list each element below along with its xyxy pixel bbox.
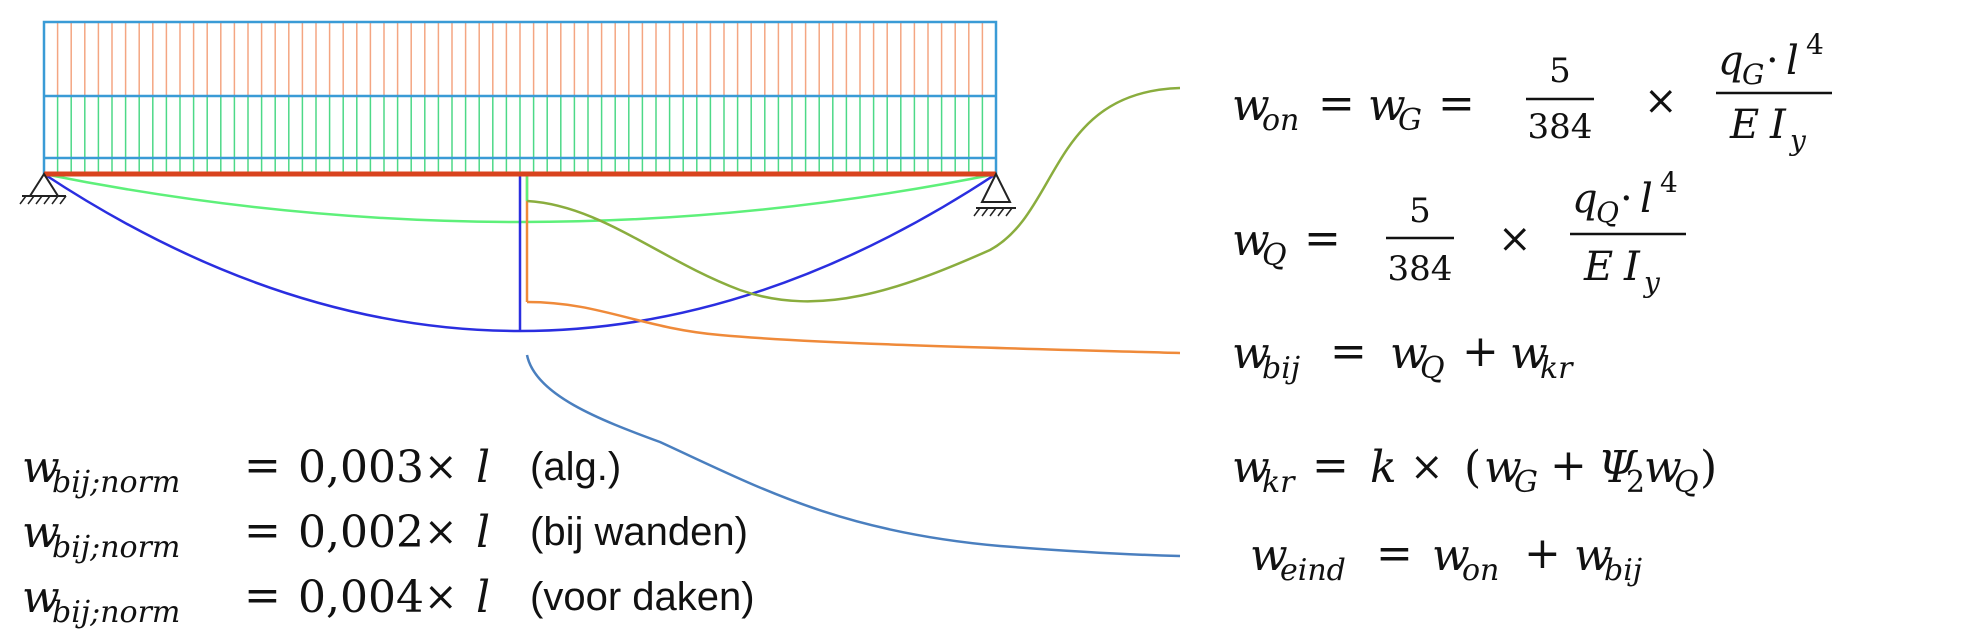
w-eind-lhs: w bbox=[1250, 530, 1288, 581]
norm-0-note: (alg.) bbox=[530, 445, 621, 489]
w-on-load-l: l bbox=[1786, 38, 1799, 84]
w-kr-k: k bbox=[1370, 442, 1397, 493]
norm-1-note: (bij wanden) bbox=[530, 510, 748, 554]
w-kr-lhs: w bbox=[1232, 442, 1270, 493]
norm-1-l: l bbox=[476, 507, 490, 558]
w-on-times: × bbox=[1644, 78, 1678, 124]
w-on-frac-num: 5 bbox=[1549, 51, 1571, 91]
left-support-icon bbox=[19, 172, 67, 205]
w-q-load-l: l bbox=[1640, 176, 1653, 222]
norm-2-sub: bij;norm bbox=[52, 595, 180, 630]
w-on-lhs-sub: on bbox=[1262, 103, 1299, 138]
w-kr-times: × bbox=[1410, 444, 1444, 490]
w-kr-lhs-sub: kr bbox=[1262, 465, 1296, 500]
norm-row-bij-wanden: w bij;norm = 0,002 × l (bij wanden) bbox=[22, 505, 748, 565]
w-on-eq2: = bbox=[1438, 78, 1475, 129]
norm-0-w: w bbox=[22, 442, 60, 493]
norm-2-times: × bbox=[424, 574, 458, 620]
right-support-icon bbox=[973, 171, 1016, 217]
w-q-stiff-I: I bbox=[1623, 244, 1641, 290]
w-bij-lhs-sub: bij bbox=[1262, 351, 1300, 386]
w-on-load-sub: G bbox=[1742, 58, 1764, 91]
formula-w-q: w Q = 5 384 × q Q · l 4 E I y bbox=[1232, 166, 1686, 299]
w-eind-lhs-sub: eind bbox=[1280, 553, 1346, 588]
norm-2-note: (voor daken) bbox=[530, 575, 755, 619]
formula-w-on: w on = w G = 5 384 × q G · l 4 E I y bbox=[1232, 28, 1832, 157]
w-bij-t2-sub: kr bbox=[1540, 351, 1574, 386]
w-on-load-q: q bbox=[1718, 38, 1744, 84]
w-on-load-exp: 4 bbox=[1806, 28, 1824, 61]
w-bij-t2: w bbox=[1510, 328, 1548, 379]
variable-load-hatching bbox=[56, 22, 984, 96]
norm-row-voor-daken: w bij;norm = 0,004 × l (voor daken) bbox=[22, 570, 755, 630]
w-on-stiff-E: E bbox=[1729, 102, 1759, 148]
w-q-load-dot: · bbox=[1620, 176, 1633, 222]
w-q-times: × bbox=[1498, 216, 1532, 262]
norm-1-value: 0,002 bbox=[298, 507, 424, 558]
w-eind-t1-sub: on bbox=[1462, 553, 1499, 588]
norm-1-w: w bbox=[22, 507, 60, 558]
norm-0-eq: = bbox=[244, 440, 281, 491]
w-bij-t1-sub: Q bbox=[1420, 351, 1445, 386]
w-q-load-exp: 4 bbox=[1660, 166, 1678, 199]
w-bij-lhs: w bbox=[1232, 328, 1270, 379]
w-eind-eq: = bbox=[1376, 528, 1413, 579]
w-q-lhs: w bbox=[1232, 215, 1270, 266]
w-q-lhs-sub: Q bbox=[1262, 238, 1287, 273]
formula-w-eind: w eind = w on + w bij bbox=[1250, 528, 1642, 588]
norm-1-sub: bij;norm bbox=[52, 530, 180, 565]
norm-2-eq: = bbox=[244, 570, 281, 621]
w-on-eq1: = bbox=[1318, 78, 1355, 129]
norm-1-times: × bbox=[424, 509, 458, 555]
w-on-frac-den: 384 bbox=[1528, 107, 1593, 147]
w-kr-plus: + bbox=[1550, 440, 1587, 491]
w-on-mid: w bbox=[1368, 80, 1406, 131]
callout-w-on-curve bbox=[526, 86, 1181, 303]
w-bij-t1: w bbox=[1390, 328, 1428, 379]
norm-2-w: w bbox=[22, 572, 60, 623]
w-q-stiff-E: E bbox=[1583, 244, 1613, 290]
norm-0-sub: bij;norm bbox=[52, 465, 180, 500]
norm-2-l: l bbox=[476, 572, 490, 623]
w-kr-t2: w bbox=[1644, 442, 1682, 493]
w-q-frac-den: 384 bbox=[1388, 249, 1453, 289]
w-on-stiff-sub: y bbox=[1788, 124, 1807, 157]
norm-row-alg: w bij;norm = 0,003 × l (alg.) bbox=[22, 440, 621, 500]
w-kr-eq: = bbox=[1312, 440, 1349, 491]
w-kr-t2-sub: Q bbox=[1674, 465, 1699, 500]
norm-1-eq: = bbox=[244, 505, 281, 556]
w-q-load-q: q bbox=[1572, 176, 1598, 222]
norm-0-value: 0,003 bbox=[298, 442, 424, 493]
w-kr-t1-sub: G bbox=[1514, 465, 1538, 500]
callout-w-bij-curve bbox=[526, 300, 1181, 355]
norm-0-times: × bbox=[424, 444, 458, 490]
w-bij-eq: = bbox=[1330, 326, 1367, 377]
norm-0-l: l bbox=[476, 442, 490, 493]
w-bij-plus: + bbox=[1462, 326, 1499, 377]
w-q-load-sub: Q bbox=[1596, 196, 1619, 229]
formula-w-kr: w kr = k × ( w G + Ψ 2 w Q ) bbox=[1232, 440, 1717, 500]
permanent-load-hatching bbox=[56, 96, 984, 174]
w-q-frac-num: 5 bbox=[1409, 191, 1431, 231]
w-eind-t2: w bbox=[1574, 530, 1612, 581]
w-kr-t1: w bbox=[1484, 442, 1522, 493]
w-on-load-dot: · bbox=[1766, 38, 1779, 84]
w-kr-psi: Ψ bbox=[1598, 442, 1638, 493]
w-q-eq: = bbox=[1304, 213, 1341, 264]
w-eind-plus: + bbox=[1524, 528, 1561, 579]
w-kr-open: ( bbox=[1464, 442, 1481, 493]
callout-w-eind-curve bbox=[525, 354, 1181, 558]
norm-2-value: 0,004 bbox=[298, 572, 424, 623]
w-eind-t2-sub: bij bbox=[1604, 553, 1642, 588]
w-on-lhs: w bbox=[1232, 80, 1270, 131]
w-kr-close: ) bbox=[1700, 442, 1717, 493]
w-kr-psi-sub: 2 bbox=[1626, 465, 1645, 500]
w-on-mid-sub: G bbox=[1398, 103, 1422, 138]
formula-w-bij: w bij = w Q + w kr bbox=[1232, 326, 1574, 386]
w-eind-t1: w bbox=[1432, 530, 1470, 581]
w-q-stiff-sub: y bbox=[1642, 266, 1661, 299]
w-on-stiff-I: I bbox=[1769, 102, 1787, 148]
